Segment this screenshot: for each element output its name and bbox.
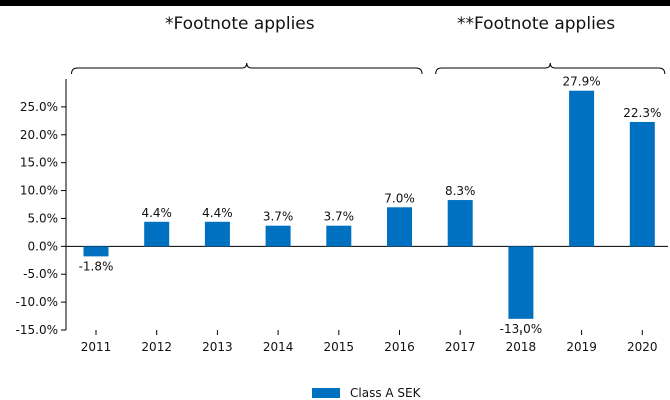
x-tick-label-2013: 2013: [202, 340, 233, 354]
legend-swatch: [312, 388, 340, 398]
data-label-2019: 27.9%: [563, 75, 601, 89]
data-label-2017: 8.3%: [445, 184, 476, 198]
y-tick-label: 25.0%: [20, 100, 58, 114]
x-tick-label-2018: 2018: [506, 340, 537, 354]
legend: Class A SEK: [312, 386, 420, 400]
bar-2014: [265, 225, 291, 247]
y-tick-label: 10.0%: [20, 184, 58, 198]
x-tick-label-2019: 2019: [566, 340, 597, 354]
bar-2016: [387, 207, 412, 247]
footnote-label-first: *Footnote applies: [165, 14, 315, 34]
y-tick-label: 20.0%: [20, 128, 58, 142]
data-label-2020: 22.3%: [623, 106, 661, 120]
bar-2020: [629, 121, 655, 247]
footnote-label-second: **Footnote applies: [457, 14, 616, 34]
y-tick-label: 15.0%: [20, 156, 58, 170]
bracket-second: [435, 62, 666, 75]
x-tick-label-2011: 2011: [81, 340, 112, 354]
y-tick-label: 0.0%: [28, 239, 59, 253]
y-tick-label: -5.0%: [23, 267, 58, 281]
x-tick-label-2012: 2012: [141, 340, 172, 354]
data-label-2015: 3.7%: [324, 210, 355, 224]
y-tick-label: -15.0%: [16, 323, 58, 337]
data-label-2016: 7.0%: [384, 191, 415, 205]
bar-2017: [447, 200, 473, 247]
bar-2012: [144, 221, 170, 247]
bar-2013: [204, 221, 230, 247]
x-tick-label-2017: 2017: [445, 340, 476, 354]
bracket-first: [71, 62, 423, 75]
bar-2019: [569, 90, 595, 247]
x-tick-label-2016: 2016: [384, 340, 415, 354]
data-label-2011: -1.8%: [79, 259, 114, 273]
data-label-2012: 4.4%: [141, 206, 172, 220]
y-tick-label: 5.0%: [28, 211, 59, 225]
data-label-2018: -13.0%: [500, 322, 542, 336]
y-tick-label: -10.0%: [16, 295, 58, 309]
bar-2015: [326, 225, 352, 247]
top-border: [0, 0, 670, 6]
data-label-2014: 3.7%: [263, 210, 294, 224]
legend-label: Class A SEK: [350, 386, 421, 400]
data-label-2013: 4.4%: [202, 206, 233, 220]
bar-2011: [83, 246, 109, 257]
x-tick-label-2020: 2020: [627, 340, 658, 354]
bar-2018: [508, 246, 534, 319]
x-tick-label-2015: 2015: [324, 340, 355, 354]
x-tick-label-2014: 2014: [263, 340, 294, 354]
